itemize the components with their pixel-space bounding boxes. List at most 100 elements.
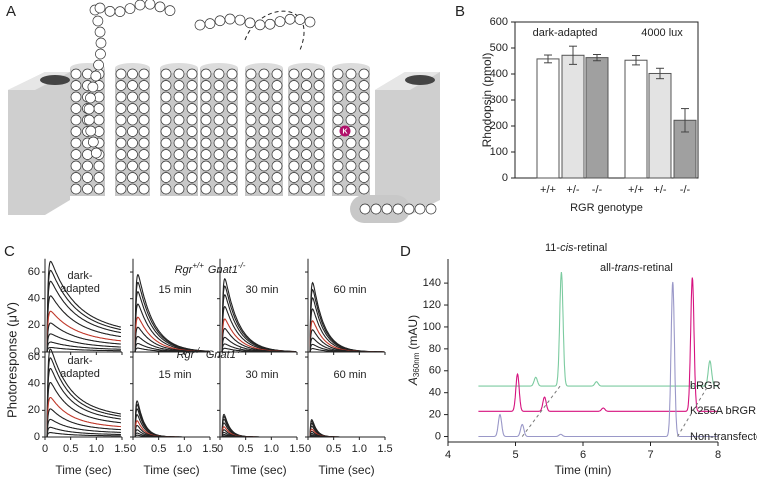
residue [200, 68, 212, 80]
residue-label: K [342, 128, 347, 135]
residue [213, 183, 225, 195]
residue [345, 137, 357, 149]
trace [46, 426, 121, 438]
residue [345, 114, 357, 126]
axis-subscript: 360nm [412, 352, 421, 377]
residue [138, 160, 150, 172]
residue [87, 81, 99, 93]
residue [313, 80, 325, 91]
residue [288, 137, 300, 149]
error-bar [544, 54, 552, 64]
trace [46, 432, 121, 438]
condition-label: dark- [67, 270, 92, 282]
residue [94, 26, 106, 38]
residue [160, 114, 172, 126]
residue [332, 80, 344, 91]
residue [186, 80, 198, 91]
x-tick-label: 1.5 [377, 443, 392, 455]
residue [332, 137, 344, 149]
residue [213, 114, 225, 126]
residue [226, 103, 238, 114]
residue [245, 80, 257, 91]
residue [245, 103, 257, 114]
residue [70, 172, 82, 183]
residue [301, 91, 312, 103]
residue [258, 183, 270, 195]
trace [309, 296, 384, 353]
x-tick-label: 8 [715, 449, 721, 461]
residue [345, 160, 357, 172]
residue [313, 160, 325, 172]
residue [359, 203, 371, 215]
residue [245, 114, 257, 126]
trace [46, 295, 122, 353]
residue [186, 183, 198, 195]
x-tick-label: 0.5 [326, 443, 341, 455]
residue [224, 13, 236, 25]
residue [214, 15, 226, 27]
residue [138, 91, 150, 103]
trace [46, 310, 121, 353]
residue [85, 125, 97, 137]
x-tick-label: 1.0 [352, 443, 367, 455]
residue [313, 183, 325, 195]
residue [301, 68, 312, 80]
x-tick-label: 1.0 [264, 443, 279, 455]
panel-label: A [6, 3, 16, 20]
residue [70, 91, 82, 103]
axis-symbol: A [406, 377, 420, 386]
residue [200, 183, 212, 195]
residue [186, 160, 198, 172]
residue [245, 160, 257, 172]
condition-label: 15 min [158, 369, 191, 381]
x-tick-label: 4 [445, 449, 451, 461]
residue [226, 126, 238, 137]
x-tick-label: 0.5 [151, 443, 166, 455]
y-tick-label: 60 [28, 351, 40, 363]
trace [46, 367, 121, 438]
residue [93, 103, 105, 114]
bar [536, 58, 560, 179]
residue [226, 68, 238, 80]
residue [258, 160, 270, 172]
residue [115, 172, 127, 183]
x-axis-title: Time (sec) [55, 463, 111, 477]
residue [301, 126, 312, 137]
residue [271, 68, 283, 80]
residue [115, 160, 127, 172]
residue [425, 203, 437, 215]
trace [46, 333, 121, 353]
residue [288, 160, 300, 172]
residue [138, 172, 150, 183]
trace [46, 322, 121, 353]
genotype-title: Rgr-/- Gnat1-/- [177, 346, 244, 361]
residue [271, 137, 283, 149]
residue [138, 137, 150, 149]
x-tick-label: +/+ [540, 184, 556, 196]
x-tick-label: -/- [592, 184, 603, 196]
residue [93, 59, 104, 71]
x-axis-title: Time (sec) [143, 463, 199, 477]
x-tick-label: 1.0 [177, 443, 192, 455]
error-bar [656, 67, 664, 80]
residue [94, 2, 106, 14]
x-tick-label: -/- [680, 184, 691, 196]
axis-line [307, 343, 385, 438]
residue [245, 68, 257, 80]
x-tick-label: +/+ [628, 184, 644, 196]
residue [200, 160, 212, 172]
residue [345, 183, 357, 195]
trace [309, 288, 384, 353]
residue [127, 126, 138, 137]
x-tick-label: 1.0 [89, 443, 104, 455]
residue [358, 114, 370, 126]
residue [271, 80, 283, 91]
peak-trace [46, 348, 122, 438]
trace [309, 347, 384, 353]
residue [245, 149, 257, 160]
residue [332, 114, 344, 126]
residue [115, 126, 127, 137]
membrane-block [8, 72, 70, 215]
residue [271, 91, 283, 103]
y-tick-label: 80 [429, 343, 441, 355]
